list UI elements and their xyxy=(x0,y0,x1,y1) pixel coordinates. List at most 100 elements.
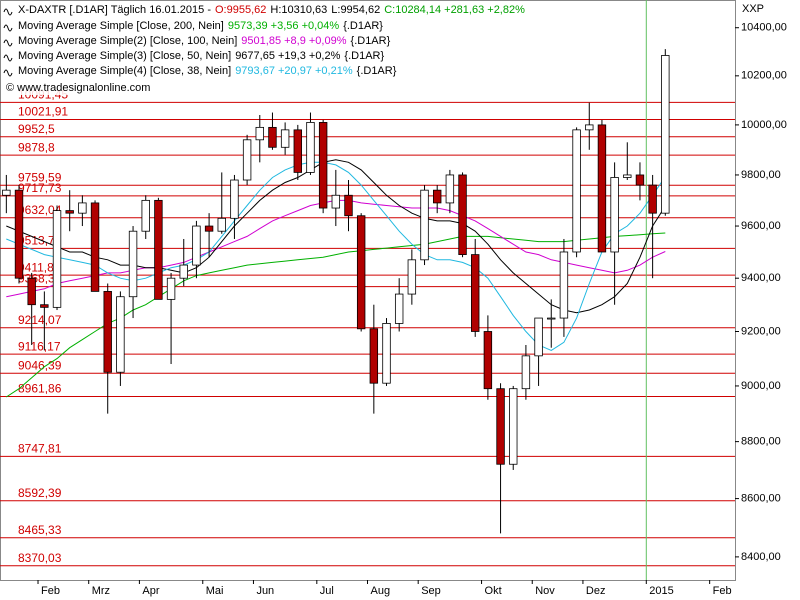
x-tick-label: Feb xyxy=(41,585,60,597)
x-tick-label: Aug xyxy=(371,585,391,597)
candle-body xyxy=(116,296,125,373)
candle-body xyxy=(52,210,62,308)
candle-body xyxy=(2,189,11,196)
candle-body xyxy=(90,202,100,292)
candle-body xyxy=(103,291,112,373)
x-tick-label: Nov xyxy=(535,585,555,597)
candle-body xyxy=(547,317,556,320)
level-label: 9368,3 xyxy=(18,272,55,286)
candle-body xyxy=(382,323,391,384)
x-tick-label: Dez xyxy=(586,585,606,597)
candle-body xyxy=(318,122,328,209)
y-tick-label: 10400,00 xyxy=(741,22,787,34)
candle-body xyxy=(331,194,341,209)
legend-suffix: {.D1AR} xyxy=(351,35,391,47)
y-tick-label: 8800,00 xyxy=(741,436,781,448)
quote: H:10310,63 xyxy=(270,4,327,16)
candle-body xyxy=(369,328,379,384)
level-label: 9411,85 xyxy=(18,260,61,274)
x-tick-label: Apr xyxy=(142,585,159,597)
level-label: 8747,81 xyxy=(18,442,62,456)
candle-body xyxy=(154,199,163,300)
candle-body xyxy=(242,139,252,181)
quote: C:10284,14 +281,63 +2,82% xyxy=(384,4,525,16)
quote: L:9954,62 xyxy=(331,4,380,16)
ma-line xyxy=(6,159,666,314)
legend-background xyxy=(1,1,530,95)
candle-body xyxy=(509,388,518,465)
x-tick-label: Jun xyxy=(256,585,274,597)
candle-body xyxy=(521,355,531,390)
level-label: 9046,39 xyxy=(18,358,62,372)
level-label: 9759,59 xyxy=(18,170,62,184)
candle-body xyxy=(572,129,581,253)
candle-body xyxy=(27,277,36,306)
candle-body xyxy=(166,277,176,300)
candle-body xyxy=(280,129,290,148)
candle-body xyxy=(306,122,315,173)
candle-body xyxy=(458,174,467,255)
ma-line xyxy=(6,161,666,351)
level-label: 8370,03 xyxy=(18,551,62,565)
legend-value: 9501,85 +8,9 +0,09% xyxy=(241,35,346,47)
legend-name: Moving Average Simple(2) [Close, 100, Ne… xyxy=(18,35,237,47)
x-tick-label: Mrz xyxy=(92,585,110,597)
legend-value: 9677,65 +19,3 +0,2% xyxy=(235,50,340,62)
legend-value: 9573,39 +3,56 +0,04% xyxy=(228,20,340,32)
legend-icon xyxy=(3,8,13,16)
candle-body xyxy=(635,174,645,186)
candle-body xyxy=(356,215,366,330)
levels: 10091,4510021,919952,59878,89759,599717,… xyxy=(0,0,735,580)
x-tick-label: 2015 xyxy=(649,585,673,597)
legend-icon xyxy=(3,24,13,32)
candle-body xyxy=(648,184,657,214)
candle-body xyxy=(610,177,619,253)
candle-body xyxy=(204,225,214,232)
candle-body xyxy=(534,317,543,357)
candle-body xyxy=(471,254,480,332)
level-label: 9717,73 xyxy=(18,181,62,195)
legend-icon xyxy=(3,69,13,77)
x-tick-label: Jul xyxy=(320,585,334,597)
x-tick-label: Mai xyxy=(206,585,224,597)
candle-body xyxy=(496,388,505,465)
candle-body xyxy=(179,264,188,279)
level-label: 9878,8 xyxy=(18,140,55,154)
y-tick-label: 9600,00 xyxy=(741,220,781,232)
candle-body xyxy=(268,126,277,148)
title: X-DAXTR [.D1AR] Täglich 16.01.2015 - xyxy=(18,4,211,16)
level-label: 8465,33 xyxy=(18,523,62,537)
level-label: 9214,07 xyxy=(18,313,62,327)
y-tick-label: 8600,00 xyxy=(741,492,781,504)
candle-body xyxy=(407,259,417,295)
level-label: 9116,17 xyxy=(18,339,61,353)
legend-suffix: {.D1AR} xyxy=(343,20,383,32)
candle-body xyxy=(293,129,303,173)
legend-value: 9793,67 +20,97 +0,21% xyxy=(235,65,353,77)
x-tick-label: Okt xyxy=(485,585,502,597)
candle-body xyxy=(40,304,49,308)
quote: O:9955,62 xyxy=(215,4,266,16)
legend-name: Moving Average Simple(4) [Close, 38, Nei… xyxy=(18,65,231,77)
candle-body xyxy=(192,225,201,266)
candle-body xyxy=(432,189,442,204)
candle-body xyxy=(344,194,353,217)
legend-name: Moving Average Simple [Close, 200, Nein] xyxy=(18,20,224,32)
y-tick-label: 9800,00 xyxy=(741,169,781,181)
marks xyxy=(2,49,670,534)
legend-icon xyxy=(3,39,13,47)
y-tick-label: 9400,00 xyxy=(741,272,781,284)
candle-body xyxy=(661,55,670,214)
x-tick-label: Sep xyxy=(421,585,441,597)
candle-body xyxy=(217,217,226,232)
candle-body xyxy=(78,202,87,214)
y-tick-label: 10200,00 xyxy=(741,70,787,82)
candle-body xyxy=(394,293,404,324)
legend-name: Moving Average Simple(3) [Close, 50, Nei… xyxy=(18,50,231,62)
candle-body xyxy=(559,251,569,319)
legend-suffix: {.D1AR} xyxy=(344,50,384,62)
x-tick-label: Feb xyxy=(713,585,732,597)
candle-body xyxy=(597,124,607,253)
y-tick-label: 9000,00 xyxy=(741,380,781,392)
